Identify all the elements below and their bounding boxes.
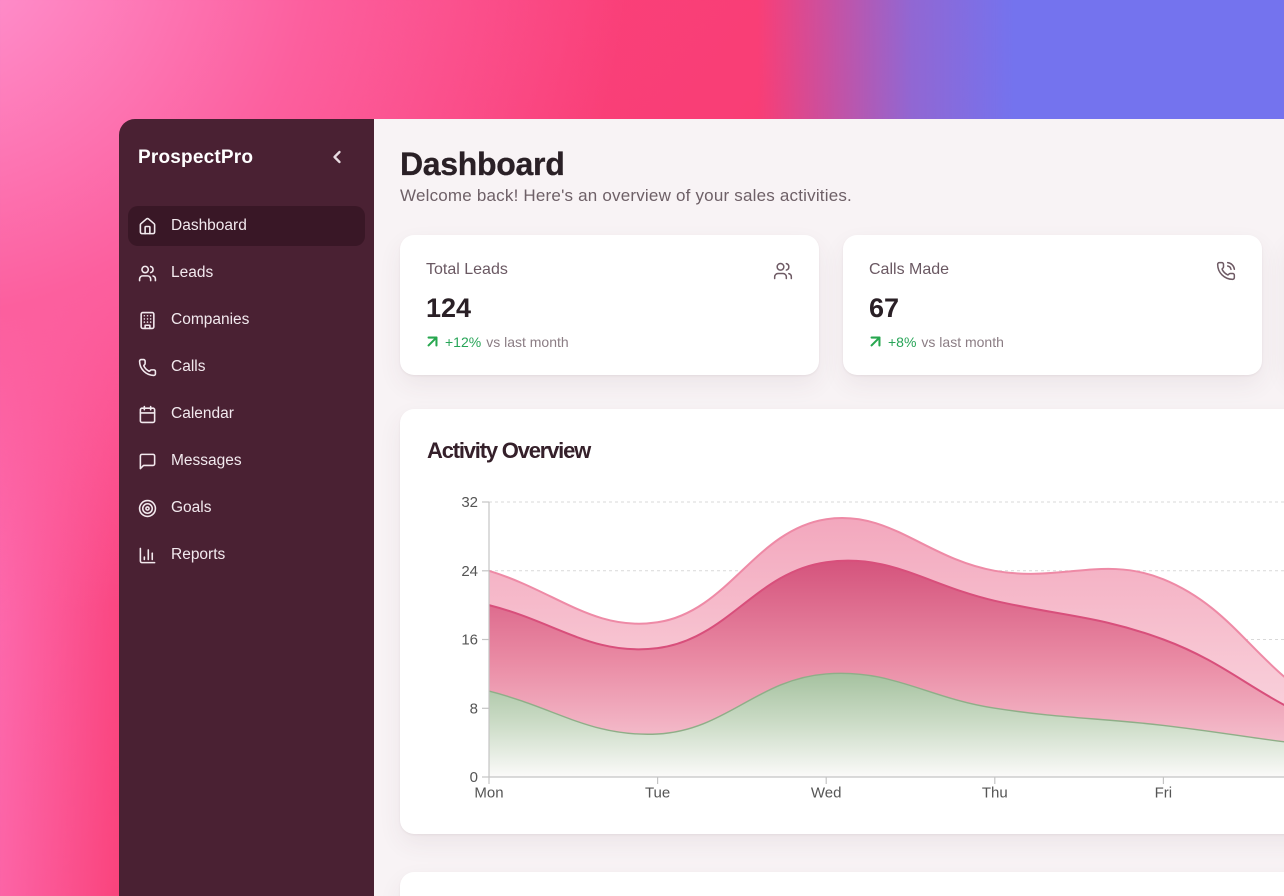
svg-text:Tue: Tue — [645, 785, 670, 802]
svg-text:Mon: Mon — [474, 785, 503, 802]
svg-text:0: 0 — [470, 769, 478, 786]
svg-text:Wed: Wed — [811, 785, 842, 802]
svg-text:Thu: Thu — [982, 785, 1008, 802]
svg-text:24: 24 — [461, 563, 478, 580]
svg-text:Fri: Fri — [1155, 785, 1173, 802]
svg-text:16: 16 — [461, 632, 478, 649]
svg-text:32: 32 — [461, 494, 478, 511]
svg-text:8: 8 — [470, 700, 478, 717]
